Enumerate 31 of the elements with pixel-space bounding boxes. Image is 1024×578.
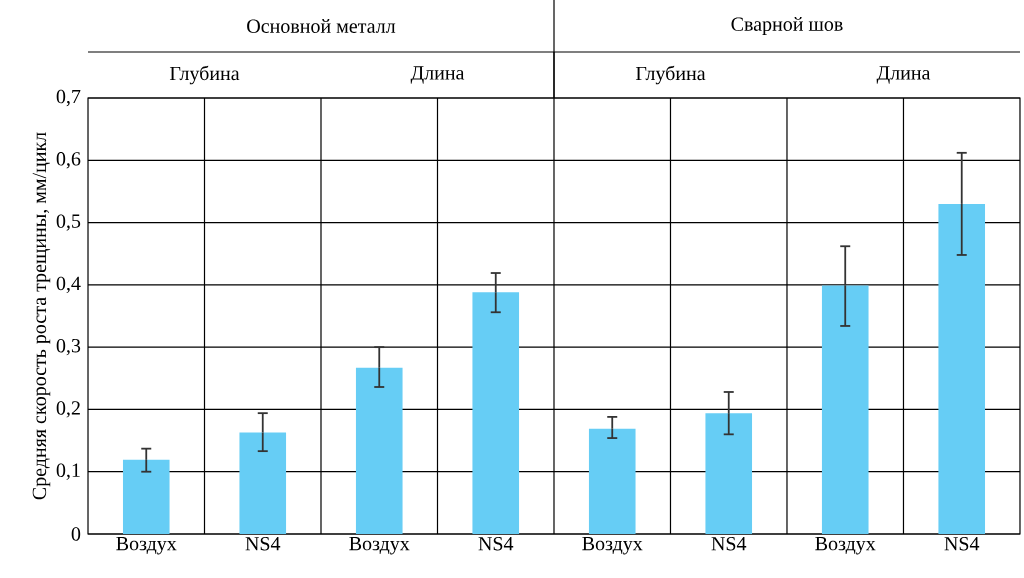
x-tick-label: Воздух [582,537,643,555]
x-tick-label: NS4 [478,537,514,551]
bar [938,203,986,534]
y-tick-label: 0,2 [56,401,80,418]
y-tick-label: 0,6 [56,152,81,169]
text: Длина [410,66,465,84]
y-tick-label: 0,1 [56,463,80,480]
x-tick-label: Воздух [349,537,410,555]
x-tick-label: Воздух [116,537,177,555]
bar [122,459,170,534]
y-axis-title: Средняя скорость роста трещины, мм/цикл [32,132,51,500]
y-tick-label: 0,5 [56,214,81,231]
text: Глубина [169,65,240,85]
bar [821,285,869,534]
x-tick-label: Воздух [815,537,876,555]
y-tick-label: 0,7 [56,89,81,107]
y-tick-label: 0,4 [56,276,81,294]
text: Длина [876,66,931,84]
y-tick-label: 0,3 [56,338,81,356]
text: Основной металл [247,19,396,33]
bar [239,432,287,534]
text: Глубина [635,65,706,85]
x-tick-label: NS4 [245,537,281,551]
x-tick-label: NS4 [711,537,747,551]
text: Сварной шов [731,17,843,35]
x-tick-label: NS4 [944,537,980,551]
bar [355,367,403,534]
bar [705,413,753,534]
bar [588,428,636,534]
bar [472,292,520,534]
y-tick-label: 0 [71,527,81,541]
